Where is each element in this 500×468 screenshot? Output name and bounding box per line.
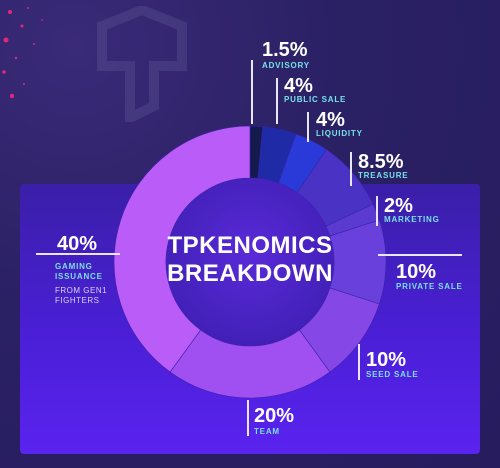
leader-line-team — [247, 400, 249, 436]
slice-value-marketing: 2% — [384, 195, 413, 217]
leader-line-public-sale — [276, 78, 278, 124]
slice-label-marketing: MARKETING — [384, 215, 440, 224]
slice-label-team: TEAM — [254, 427, 280, 436]
slice-label-private-sale: PRIVATE SALE — [396, 282, 463, 291]
leader-line-gaming-issuance — [36, 253, 120, 255]
leader-line-liquidity — [307, 112, 309, 142]
donut-hole — [166, 178, 334, 346]
slice-label-treasure: TREASURE — [358, 171, 409, 180]
leader-line-marketing — [376, 196, 378, 226]
slice-value-private-sale: 10% — [396, 261, 437, 283]
leader-line-seed-sale — [358, 344, 360, 380]
slice-value-liquidity: 4% — [316, 109, 345, 131]
slice-value-advisory: 1.5% — [262, 39, 308, 61]
leader-line-treasure — [350, 152, 352, 186]
slice-value-treasure: 8.5% — [358, 151, 404, 173]
slice-label-public-sale: PUBLIC SALE — [284, 95, 347, 104]
paint-splatter-decoration — [2, 7, 43, 99]
slice-note-line-1: FROM GEN1 — [55, 286, 108, 295]
leader-line-private-sale — [378, 254, 462, 256]
slice-value-public-sale: 4% — [284, 75, 313, 97]
slice-value-team: 20% — [254, 405, 295, 427]
slice-label-liquidity: LIQUIDITY — [316, 129, 363, 138]
slice-value-gaming-issuance: 40% — [57, 233, 98, 255]
slice-value-seed-sale: 10% — [366, 349, 407, 371]
slice-label-advisory: ADVISORY — [262, 61, 310, 70]
slice-label-seed-sale: SEED SALE — [366, 370, 419, 379]
slice-label-gaming-issuance: GAMING ISSUANCE — [55, 262, 103, 281]
slice-note-line-2: FIGHTERS — [55, 296, 100, 305]
brand-logo-watermark — [97, 6, 187, 122]
leader-line-advisory — [251, 60, 253, 124]
chart-title: TPKENOMICS BREAKDOWN — [167, 232, 333, 287]
